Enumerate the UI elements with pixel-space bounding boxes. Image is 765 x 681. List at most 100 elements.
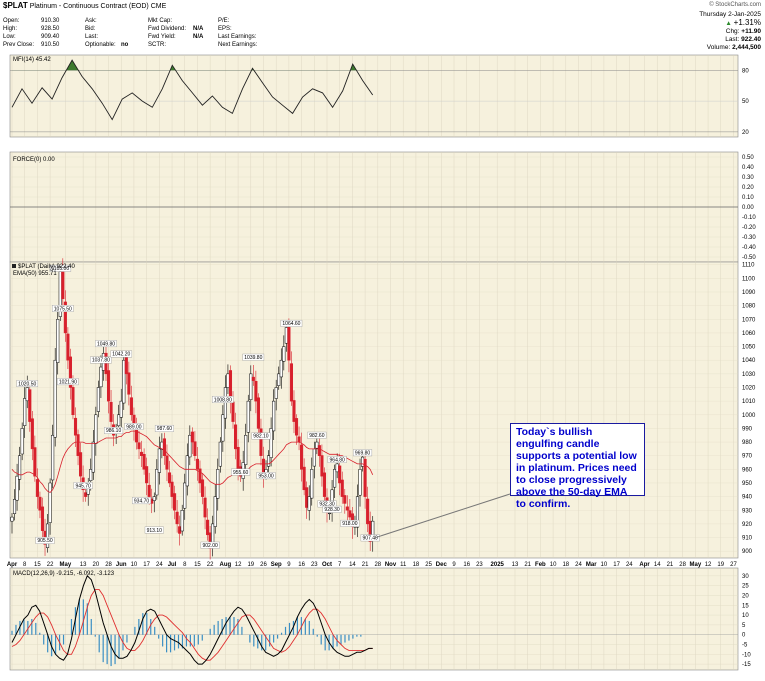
macd-tick-2: 20 — [742, 593, 749, 599]
candle-body-62 — [167, 472, 172, 484]
x-tick-54: 19 — [717, 562, 724, 568]
high-label: High: — [3, 26, 18, 32]
force-tick-2: 0.30 — [742, 175, 754, 181]
candle-body-92 — [244, 434, 248, 465]
macd-tick-9: -15 — [742, 662, 751, 668]
force-tick-3: 0.20 — [742, 185, 754, 191]
price-label-bg-3 — [52, 305, 74, 312]
macd-hist-bar-66 — [273, 634, 275, 643]
macd-hist-bar-53 — [221, 619, 223, 635]
x-tick-2: 15 — [34, 562, 41, 568]
macd-hist-bar-51 — [213, 624, 215, 635]
candle-body-119 — [312, 448, 316, 467]
macd-hist-bar-74 — [304, 619, 306, 635]
candle-body-24 — [71, 387, 75, 416]
candle-body-50 — [137, 442, 141, 450]
candle-body-94 — [249, 373, 253, 400]
macd-hist-bar-9 — [47, 634, 49, 653]
candle-body-101 — [267, 455, 271, 467]
mfi-line — [11, 59, 374, 121]
macd-hist-bar-15 — [70, 619, 73, 635]
macd-hist-bar-38 — [162, 634, 164, 647]
macd-hist-bar-84 — [344, 634, 346, 643]
price-label-bg-15 — [212, 396, 234, 403]
candle-body-37 — [104, 352, 108, 375]
credit: © StockCharts.com — [709, 2, 761, 8]
candle-body-33 — [94, 414, 98, 444]
price-label-8: 986.10 — [106, 428, 122, 434]
candle-body-66 — [178, 526, 182, 534]
macd-hist-bar-52 — [217, 620, 219, 635]
candle-body-109 — [287, 327, 291, 361]
fwd-dividend-label: Fwd Dividend: — [148, 26, 187, 32]
macd-hist-bar-70 — [288, 622, 291, 635]
x-tick-34: 9 — [452, 562, 456, 568]
x-tick-28: 28 — [374, 562, 381, 568]
candle-body-27 — [79, 452, 83, 477]
macd-hist-bar-85 — [348, 634, 350, 641]
macd-panel-label: MACD(12,26,9) -9.215, -6.092, -3.123 — [13, 571, 115, 577]
price-label-18: 982.10 — [253, 434, 269, 440]
macd-tick-8: -10 — [742, 652, 751, 658]
macd-hist-bar-19 — [86, 603, 88, 635]
candle-body-98 — [259, 428, 263, 456]
mfi-tick-0: 80 — [742, 68, 749, 74]
candle-body-83 — [221, 414, 225, 442]
price-tick-0: 1110 — [742, 263, 755, 269]
x-tick-17: 12 — [235, 562, 242, 568]
macd-hist-bar-29 — [126, 634, 128, 643]
macd-hist-bar-39 — [165, 634, 168, 653]
price-tick-6: 1050 — [742, 345, 756, 351]
candle-body-132 — [345, 506, 349, 511]
candle-body-137 — [358, 469, 362, 496]
price-tick-8: 1030 — [742, 372, 756, 378]
macd-hist-bar-67 — [276, 634, 279, 639]
change-percent: +1.31% — [733, 18, 761, 27]
price-label-bg-13 — [154, 424, 174, 432]
candle-body-102 — [269, 428, 273, 458]
price-label-bg-25 — [340, 519, 360, 527]
macd-hist-bar-50 — [209, 628, 211, 635]
candle-body-22 — [66, 333, 70, 361]
x-tick-25: 7 — [338, 562, 342, 568]
price-tick-16: 950 — [742, 481, 753, 487]
macd-hist-bar-79 — [324, 634, 326, 651]
macd-hist-bar-78 — [320, 634, 322, 645]
mfi-tick-1: 50 — [742, 99, 749, 105]
price-label-bg-17 — [242, 353, 265, 361]
macd-tick-3: 15 — [742, 603, 749, 609]
ema-legend: EMA(50) 955.71 — [13, 271, 57, 277]
macd-hist-bar-60 — [249, 634, 251, 643]
candle-body-58 — [157, 448, 161, 473]
force-tick-6: -0.10 — [742, 215, 756, 221]
macd-tick-0: 30 — [742, 574, 749, 580]
macd-hist-bar-65 — [269, 634, 271, 647]
x-tick-12: Jul — [168, 562, 177, 568]
candle-body-104 — [274, 387, 278, 399]
price-label-bg-1 — [35, 536, 55, 544]
candle-body-96 — [254, 380, 258, 402]
candle-body-108 — [284, 327, 288, 344]
annotation-arrow — [375, 493, 511, 539]
macd-hist-bar-18 — [82, 599, 84, 635]
price-tick-20: 910 — [742, 536, 753, 542]
open-value: 910.30 — [41, 18, 60, 24]
x-tick-38: 13 — [512, 562, 519, 568]
price-label-4: 1021.90 — [59, 379, 77, 385]
macd-hist-bar-17 — [78, 599, 80, 635]
price-tick-5: 1060 — [742, 331, 756, 337]
x-tick-4: May — [60, 562, 72, 568]
price-label-bg-0 — [16, 380, 39, 388]
force-panel-label: FORCE(0) 0.00 — [13, 157, 55, 163]
sctr-label: SCTR: — [148, 42, 166, 48]
candle-body-87 — [231, 401, 235, 422]
candle-body-140 — [366, 498, 370, 525]
price-tick-17: 940 — [742, 495, 753, 501]
price-label-bg-23 — [322, 505, 342, 513]
x-tick-3: 22 — [47, 562, 54, 568]
volume-label: Volume: — [706, 44, 731, 51]
price-label-7: 1049.80 — [97, 341, 115, 347]
candle-body-105 — [277, 373, 281, 386]
macd-hist-bar-7 — [39, 632, 41, 635]
price-label-21: 982.60 — [309, 433, 325, 439]
